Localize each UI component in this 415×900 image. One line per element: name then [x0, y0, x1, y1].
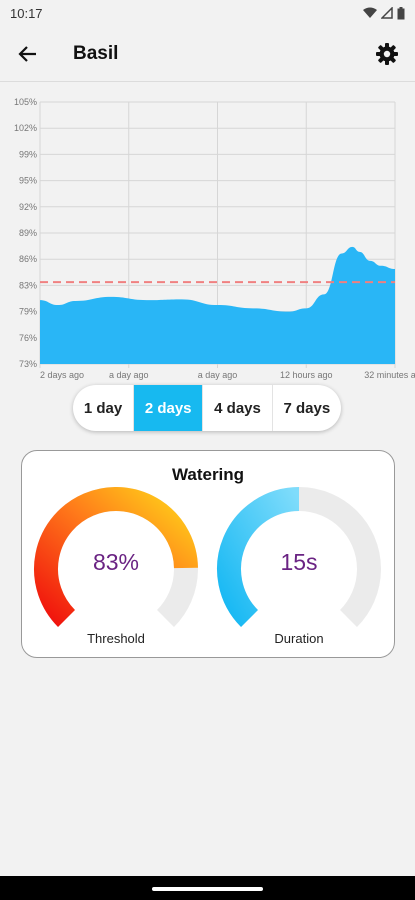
status-bar: 10:17 [0, 0, 415, 26]
settings-button[interactable] [373, 40, 401, 68]
x-axis-ticks: 2 days ago a day ago a day ago 12 hours ago… [40, 370, 415, 380]
y-tick-label: 102% [14, 123, 37, 133]
x-tick-label: 12 hours ago [280, 370, 333, 380]
threshold-value: 83% [92, 549, 140, 575]
signal-icon [381, 7, 393, 19]
y-tick-label: 99% [19, 149, 37, 159]
back-button[interactable] [0, 26, 56, 82]
threshold-gauge-svg [34, 487, 198, 627]
y-tick-label: 83% [19, 280, 37, 290]
duration-value: 15s [280, 549, 318, 575]
time-range-selector: 1 day 2 days 4 days 7 days [73, 385, 341, 431]
duration-gauge-svg [217, 487, 381, 627]
range-7-days-button[interactable]: 7 days [283, 399, 331, 417]
status-icons [363, 6, 405, 20]
range-1-day-button[interactable]: 1 day [73, 385, 134, 431]
duration-gauge[interactable]: 15s Duration [213, 487, 385, 655]
y-tick-label: 105% [14, 97, 37, 107]
home-indicator[interactable] [152, 887, 263, 891]
app-bar: Basil [0, 26, 415, 82]
threshold-gauge[interactable]: 83% Threshold [30, 487, 202, 655]
x-tick-label: a day ago [198, 370, 238, 380]
watering-card: Watering 83% Threshold [21, 450, 395, 658]
page-title: Basil [73, 42, 119, 64]
y-tick-label: 86% [19, 254, 37, 264]
watering-title: Watering [171, 465, 245, 484]
y-tick-label: 79% [19, 307, 37, 317]
back-arrow-icon [18, 45, 36, 62]
battery-icon [397, 6, 405, 19]
x-tick-label: a day ago [109, 370, 149, 380]
y-tick-label: 89% [19, 228, 37, 238]
moisture-chart: 105% 102% 99% 95% 92% 89% 86% 83% 79% 76% 73% 2 da… [0, 92, 415, 382]
threshold-gauge-fill [34, 487, 198, 627]
duration-label: Duration [274, 631, 324, 646]
wifi-icon [363, 7, 377, 18]
range-2-days-button[interactable]: 2 days [134, 385, 204, 431]
range-4-days-button[interactable]: 4 days [203, 385, 273, 431]
status-time: 10:17 [10, 5, 43, 21]
y-tick-label: 73% [19, 359, 37, 369]
y-tick-label: 76% [19, 333, 37, 343]
threshold-label: Threshold [87, 631, 145, 646]
y-tick-label: 95% [19, 176, 37, 186]
duration-gauge-fill [217, 487, 300, 627]
x-tick-label: 32 minutes ago [364, 370, 415, 380]
x-tick-label: 2 days ago [40, 370, 84, 380]
y-tick-label: 92% [19, 202, 37, 212]
y-axis-ticks: 105% 102% 99% 95% 92% 89% 86% 83% 79% 76% 73% [14, 97, 37, 369]
chart-svg: 105% 102% 99% 95% 92% 89% 86% 83% 79% 76% 73% 2 da… [14, 97, 415, 380]
gear-icon [376, 43, 398, 65]
moisture-area [40, 246, 395, 364]
system-nav-bar [0, 876, 415, 900]
